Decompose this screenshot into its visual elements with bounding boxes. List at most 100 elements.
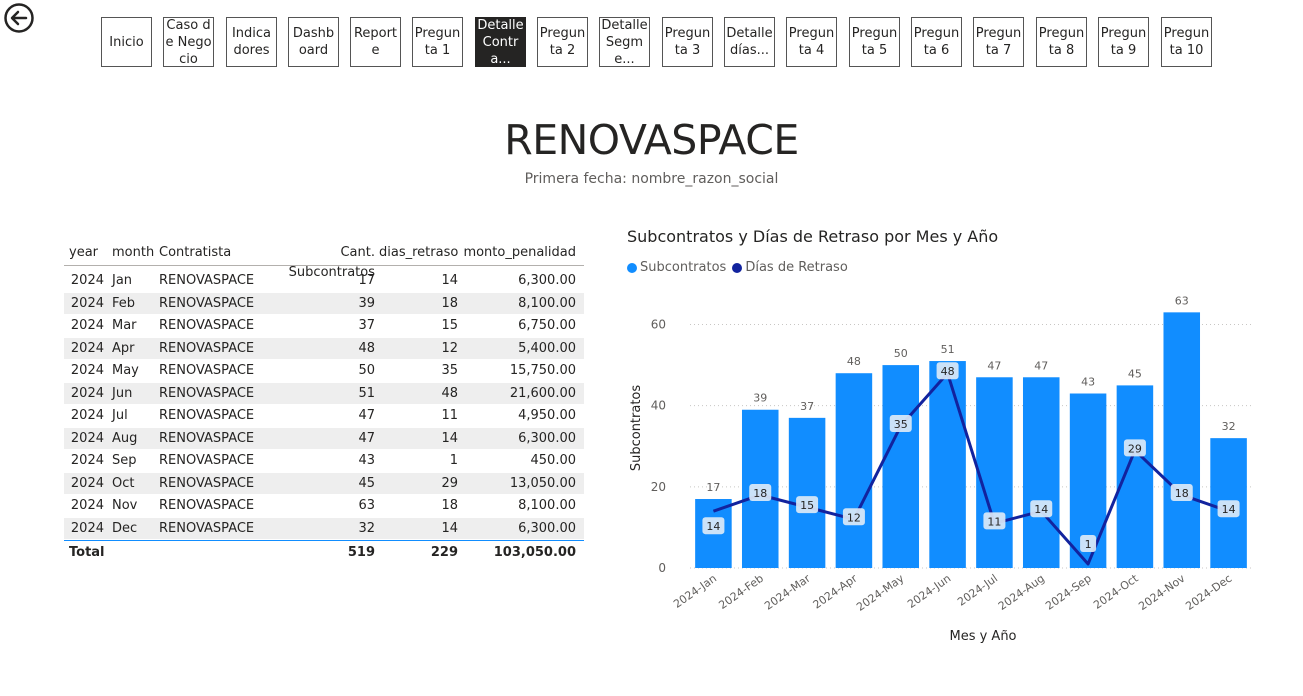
line-data-label: 14 (706, 520, 720, 533)
chart-legend: Subcontratos Días de Retraso (627, 260, 854, 275)
cell-monto: 5,400.00 (518, 340, 576, 356)
nav-button-16[interactable]: Pregunta 8 (1036, 17, 1087, 67)
cell-cant: 45 (358, 475, 375, 491)
cell-year: 2024 (70, 408, 104, 423)
cell-dias: 11 (441, 408, 458, 423)
cell-year: 2024 (70, 318, 104, 333)
nav-button-5[interactable]: Reporte (350, 17, 401, 67)
bar-subcontratos (788, 417, 826, 568)
table-row[interactable]: 2024 Dec RENOVASPACE 32 14 6,300.00 (64, 517, 584, 540)
cell-dias: 29 (441, 475, 458, 491)
nav-button-2[interactable]: Caso de Negocio (163, 17, 214, 67)
line-data-label-bg (1170, 483, 1193, 501)
nav-button-11[interactable]: Detalle días... (724, 17, 775, 67)
bar-data-label: 37 (800, 400, 814, 413)
total-dias: 229 (430, 545, 458, 560)
total-label: Total (69, 545, 105, 560)
table-row[interactable]: 2024 Mar RENOVASPACE 37 15 6,750.00 (64, 315, 584, 338)
cell-contratista: RENOVASPACE (159, 430, 255, 446)
cell-year: 2024 (70, 430, 104, 446)
cell-dias: 1 (449, 453, 458, 468)
cell-dias: 35 (441, 363, 458, 378)
cell-dias: 14 (441, 273, 458, 288)
nav-button-14[interactable]: Pregunta 6 (911, 17, 962, 67)
nav-button-12[interactable]: Pregunta 4 (786, 17, 837, 67)
total-cant: 519 (347, 545, 375, 560)
line-data-label-bg (1123, 439, 1146, 457)
nav-button-10[interactable]: Pregunta 3 (662, 17, 713, 67)
table-row[interactable]: 2024 Feb RENOVASPACE 39 18 8,100.00 (64, 292, 584, 315)
page-title: RENOVASPACE (504, 116, 799, 164)
legend-item-dias-retraso[interactable]: Días de Retraso (732, 260, 848, 275)
nav-button-6[interactable]: Pregunta 1 (412, 17, 463, 67)
column-header-contratista[interactable]: Contratista (159, 245, 232, 260)
line-data-label: 15 (800, 499, 814, 512)
cell-month: Sep (112, 453, 137, 468)
cell-contratista: RENOVASPACE (159, 340, 255, 356)
cell-year: 2024 (70, 385, 104, 401)
table-row[interactable]: 2024 Aug RENOVASPACE 47 14 6,300.00 (64, 427, 584, 450)
cell-cant: 63 (358, 498, 375, 513)
nav-button-8[interactable]: Pregunta 2 (537, 17, 588, 67)
column-header-year[interactable]: year (69, 245, 99, 260)
table-row[interactable]: 2024 Jun RENOVASPACE 51 48 21,600.00 (64, 382, 584, 405)
bar-subcontratos (929, 361, 966, 568)
cell-month: Apr (112, 340, 135, 356)
bar-subcontratos (835, 373, 873, 568)
bar-subcontratos (1116, 385, 1154, 568)
table-row[interactable]: 2024 Nov RENOVASPACE 63 18 8,100.00 (64, 495, 584, 518)
cell-contratista: RENOVASPACE (159, 273, 255, 288)
y-tick-label: 20 (651, 480, 666, 494)
x-tick-label: 2024-Apr (811, 572, 860, 612)
x-axis-title: Mes y Año (949, 629, 1016, 644)
nav-button-3[interactable]: Indicadores (226, 17, 277, 67)
column-header-monto-penalidad[interactable]: monto_penalidad (463, 245, 576, 260)
nav-button-9[interactable]: Detalle Segme... (599, 17, 650, 67)
cell-monto: 450.00 (530, 453, 577, 468)
line-data-label-bg (889, 414, 912, 432)
cell-year: 2024 (70, 295, 104, 311)
x-tick-label: 2024-Sep (1043, 572, 1094, 613)
line-data-label: 48 (941, 365, 955, 378)
combo-chart: 0 20 40 60 Subcontratos Mes y Año 17 2024-Jan 39… (629, 294, 1252, 644)
line-data-label: 14 (1034, 503, 1048, 516)
nav-button-17[interactable]: Pregunta 9 (1098, 17, 1149, 67)
y-tick-label: 60 (651, 318, 666, 332)
nav-button-18[interactable]: Pregunta 10 (1161, 17, 1212, 67)
nav-button-13[interactable]: Pregunta 5 (849, 17, 900, 67)
cell-dias: 18 (441, 498, 458, 513)
nav-button-7[interactable]: Detalle Contra... (475, 17, 526, 67)
column-header-month[interactable]: month (112, 245, 155, 260)
cell-month: Aug (112, 430, 138, 446)
cell-dias: 12 (441, 340, 458, 356)
cell-month: Jun (112, 385, 133, 401)
nav-button-4[interactable]: Dashboard (288, 17, 339, 67)
table-row[interactable]: 2024 Sep RENOVASPACE 43 1 450.00 (64, 450, 584, 473)
bar-data-label: 45 (1128, 367, 1142, 380)
cell-cant: 48 (358, 340, 375, 356)
bar-data-label: 43 (1081, 376, 1095, 389)
back-arrow-icon[interactable] (3, 2, 35, 34)
nav-button-15[interactable]: Pregunta 7 (973, 17, 1024, 67)
y-axis-title: Subcontratos (629, 385, 644, 472)
line-data-label-bg (702, 517, 725, 535)
table-row[interactable]: 2024 Jul RENOVASPACE 47 11 4,950.00 (64, 405, 584, 428)
legend-item-subcontratos[interactable]: Subcontratos (627, 260, 726, 275)
nav-button-1[interactable]: Inicio (101, 17, 152, 67)
bar-data-label: 63 (1175, 294, 1189, 307)
table-row[interactable]: 2024 May RENOVASPACE 50 35 15,750.00 (64, 360, 584, 383)
cell-month: Mar (112, 318, 137, 333)
table-row[interactable]: 2024 Apr RENOVASPACE 48 12 5,400.00 (64, 337, 584, 360)
cell-month: Oct (112, 475, 135, 491)
column-header-dias-retraso[interactable]: dias_retraso (379, 245, 459, 260)
x-tick-label: 2024-Jun (905, 572, 953, 611)
cell-year: 2024 (70, 475, 104, 491)
column-header-cant-subcontratos[interactable]: Cant. Subcontratos (288, 245, 375, 280)
cell-monto: 8,100.00 (518, 498, 576, 513)
total-monto: 103,050.00 (493, 545, 576, 560)
cell-cant: 50 (358, 363, 375, 378)
table-row[interactable]: 2024 Jan RENOVASPACE 17 14 6,300.00 (64, 270, 584, 293)
table-row[interactable]: 2024 Oct RENOVASPACE 45 29 13,050.00 (64, 472, 584, 495)
line-data-label-bg (936, 362, 959, 380)
cell-monto: 6,300.00 (518, 520, 576, 536)
